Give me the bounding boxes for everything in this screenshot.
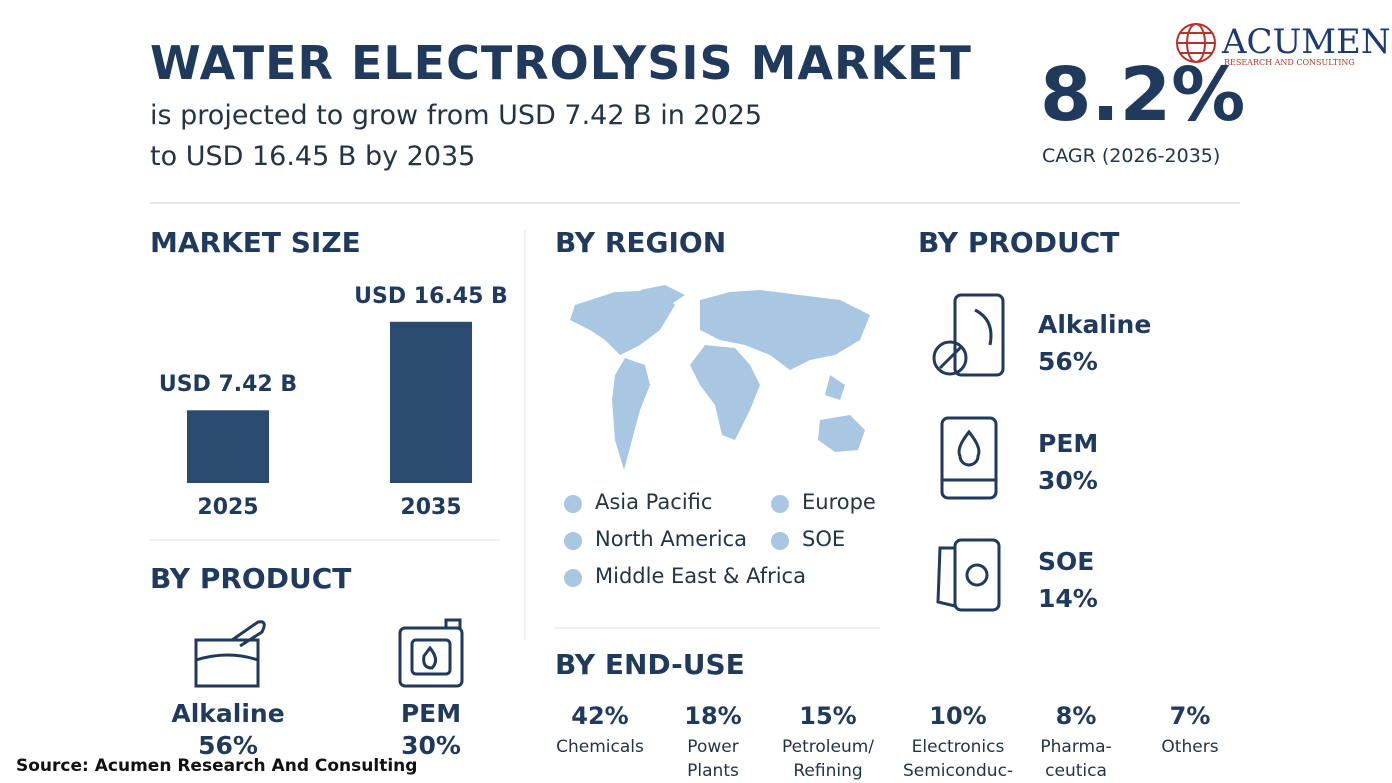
end-use-share: 8%	[1055, 702, 1097, 730]
legend-label: North America	[595, 527, 748, 551]
legend-label: Middle East & Africa	[595, 564, 806, 588]
title: WATER ELECTROLYSIS MARKET	[150, 36, 972, 90]
legend-label: Europe	[802, 490, 876, 514]
product-share: 30%	[1038, 466, 1098, 495]
icon-alkaline	[932, 293, 1005, 377]
end-use-label: Chemicals	[556, 737, 644, 757]
end-use-label: Refining	[793, 761, 863, 781]
bar-category: 2035	[400, 495, 462, 520]
icon-pem	[940, 416, 998, 500]
section-heading: BY PRODUCT	[150, 562, 352, 595]
legend-dot	[771, 495, 789, 513]
bar	[187, 410, 269, 483]
section-heading: BY PRODUCT	[918, 226, 1120, 259]
legend-dot	[564, 495, 582, 513]
world-map	[570, 285, 870, 470]
product-name: PEM	[1038, 429, 1099, 458]
product-name: PEM	[400, 699, 462, 728]
end-use-label: Semiconduc-	[902, 761, 1014, 781]
section-heading: MARKET SIZE	[150, 226, 361, 259]
product-name: SOE	[1038, 547, 1095, 576]
end-use-label: Plants	[687, 761, 739, 781]
product-name: Alkaline	[1038, 310, 1152, 339]
cagr-label: CAGR (2026-2035)	[1042, 145, 1221, 167]
legend-label: Asia Pacific	[595, 490, 713, 514]
end-use-label: Pharma-	[1040, 737, 1112, 757]
bar	[390, 321, 472, 483]
logo-tagline: RESEARCH AND CONSULTING	[1224, 58, 1355, 67]
subtitle: to USD 16.45 B by 2035	[150, 141, 476, 172]
subtitle: is projected to grow from USD 7.42 B in …	[150, 100, 763, 131]
legend-dot	[771, 532, 789, 550]
end-use-share: 18%	[684, 702, 742, 730]
bar-value-label: USD 16.45 B	[354, 283, 508, 309]
section-heading: BY END-USE	[555, 648, 745, 681]
end-use-label: Petroleum/	[781, 737, 875, 757]
logo-name: ACUMEN	[1222, 22, 1391, 62]
end-use-share: 42%	[571, 702, 629, 730]
end-use-share: 7%	[1169, 702, 1211, 730]
bar-category: 2025	[197, 495, 259, 520]
source: Source: Acumen Research And Consulting	[16, 756, 418, 776]
product-name: Alkaline	[171, 699, 285, 728]
cagr-value: 8.2%	[1040, 52, 1246, 138]
end-use-share: 10%	[929, 702, 987, 730]
legend-dot	[564, 532, 582, 550]
section-heading: BY REGION	[555, 226, 727, 259]
icon-soe	[936, 538, 1001, 612]
logo-globe	[1176, 23, 1216, 63]
bar-value-label: USD 7.42 B	[158, 372, 298, 398]
end-use-label: Power	[687, 737, 739, 757]
end-use-label: Others	[1161, 737, 1219, 757]
product-share: 30%	[401, 731, 461, 760]
legend-dot	[564, 569, 582, 587]
end-use-label: ceutica	[1045, 761, 1107, 781]
legend-label: SOE	[802, 527, 846, 551]
icon-alkaline-small	[194, 620, 266, 688]
product-share: 14%	[1038, 584, 1098, 613]
icon-pem-small	[398, 618, 464, 688]
product-share: 56%	[198, 731, 258, 760]
end-use-label: Electronics	[911, 737, 1005, 757]
product-share: 56%	[1038, 347, 1098, 376]
end-use-share: 15%	[799, 702, 857, 730]
